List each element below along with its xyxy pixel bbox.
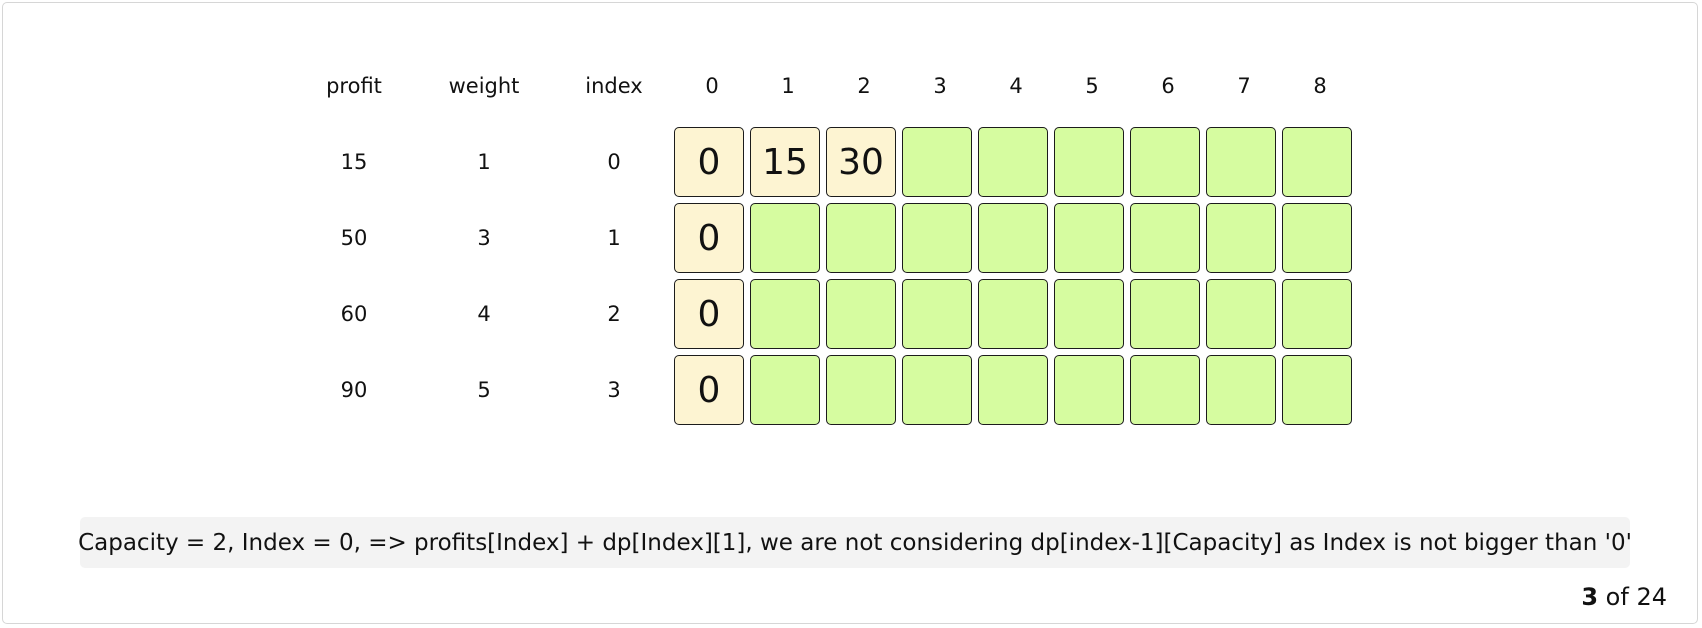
dp-cell (1282, 203, 1352, 273)
dp-cell (1054, 203, 1124, 273)
dp-cell (902, 279, 972, 349)
dp-cell (1206, 279, 1276, 349)
header-weight: weight (448, 74, 520, 98)
item-profit: 15 (340, 150, 368, 174)
dp-cell (978, 355, 1048, 425)
dp-cell (826, 203, 896, 273)
item-weight: 5 (477, 378, 491, 402)
dp-cell (902, 203, 972, 273)
dp-cell (1054, 355, 1124, 425)
header-profit: profit (326, 74, 382, 98)
dp-cell (1130, 355, 1200, 425)
capacity-header: 2 (857, 74, 871, 98)
dp-cell: 0 (674, 127, 744, 197)
step-total: 24 (1636, 583, 1667, 611)
dp-cell (1282, 127, 1352, 197)
dp-cell (978, 127, 1048, 197)
dp-cell (1130, 203, 1200, 273)
dp-cell (826, 279, 896, 349)
dp-cell (1054, 127, 1124, 197)
dp-cell (1130, 127, 1200, 197)
dp-cell (902, 127, 972, 197)
dp-cell: 30 (826, 127, 896, 197)
capacity-header: 6 (1161, 74, 1175, 98)
dp-cell: 15 (750, 127, 820, 197)
dp-cell (1206, 203, 1276, 273)
dp-cell (1054, 279, 1124, 349)
dp-cell: 0 (674, 203, 744, 273)
capacity-header: 5 (1085, 74, 1099, 98)
dp-cell (1282, 279, 1352, 349)
step-separator: of (1605, 583, 1629, 611)
capacity-header: 3 (933, 74, 947, 98)
dp-cell: 0 (674, 279, 744, 349)
item-profit: 60 (340, 302, 368, 326)
item-index: 1 (607, 226, 621, 250)
item-index: 0 (607, 150, 621, 174)
dp-cell (1282, 355, 1352, 425)
step-caption: Capacity = 2, Index = 0, => profits[Inde… (78, 517, 1632, 568)
capacity-header: 1 (781, 74, 795, 98)
item-weight: 1 (477, 150, 491, 174)
dp-cell: 0 (674, 355, 744, 425)
dp-cell (902, 355, 972, 425)
dp-cell (1130, 279, 1200, 349)
dp-cell (978, 203, 1048, 273)
item-profit: 90 (340, 378, 368, 402)
capacity-header: 0 (705, 74, 719, 98)
item-profit: 50 (340, 226, 368, 250)
dp-cell (1206, 127, 1276, 197)
dp-cell (826, 355, 896, 425)
dp-cell (1206, 355, 1276, 425)
item-weight: 4 (477, 302, 491, 326)
dp-cell (978, 279, 1048, 349)
step-counter: 3 of 24 (1581, 583, 1667, 611)
item-index: 3 (607, 378, 621, 402)
capacity-header: 8 (1313, 74, 1327, 98)
capacity-header: 4 (1009, 74, 1023, 98)
item-weight: 3 (477, 226, 491, 250)
dp-cell (750, 355, 820, 425)
step-current: 3 (1581, 583, 1599, 611)
capacity-header: 7 (1237, 74, 1251, 98)
header-index: index (585, 74, 643, 98)
dp-cell (750, 203, 820, 273)
dp-cell (750, 279, 820, 349)
item-index: 2 (607, 302, 621, 326)
